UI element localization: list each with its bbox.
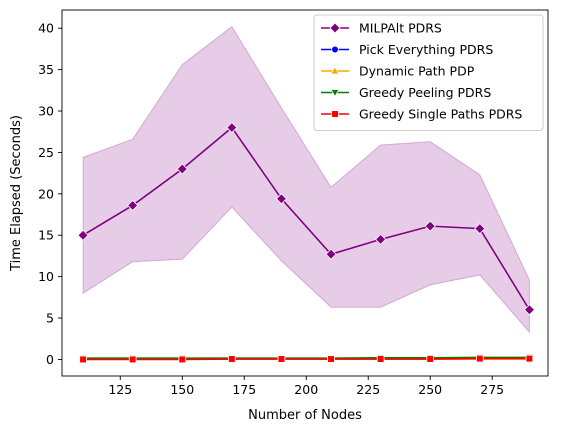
legend-box (313, 14, 544, 131)
milpalt-pdrs-point (523, 304, 535, 316)
greedy-single-paths-pdrs-point (277, 355, 286, 363)
milpalt-pdrs-point (474, 223, 486, 235)
x-axis-label: Number of Nodes (248, 408, 362, 423)
milpalt-pdrs-band (82, 25, 530, 334)
legend-label-greedy-single-paths-pdrs: Greedy Single Paths PDRS (359, 107, 522, 122)
milpalt-pdrs-point (77, 229, 89, 241)
confidence-bands (82, 25, 530, 334)
y-tick-label: 5 (46, 311, 54, 326)
milpalt-pdrs-point (375, 233, 387, 245)
x-tick-label: 225 (356, 382, 380, 397)
y-tick-label: 20 (38, 186, 54, 201)
y-tick-label: 40 (38, 21, 54, 36)
legend-marker-dynamic-path-pdp (330, 66, 340, 75)
greedy-peeling-pdrs-line (83, 356, 530, 359)
milpalt-pdrs-point (325, 248, 337, 260)
y-tick-label: 0 (46, 352, 54, 367)
legend-label-milpalt-pdrs: MILPAlt PDRS (359, 21, 442, 36)
legend-marker-greedy-single-paths-pdrs (331, 110, 339, 118)
x-tick-label: 275 (480, 382, 504, 397)
milpalt-pdrs-point (226, 122, 238, 134)
series-markers (77, 122, 535, 364)
y-tick-label: 15 (38, 228, 54, 243)
legend-marker-milpalt-pdrs (329, 22, 341, 34)
greedy-single-paths-pdrs-line (83, 357, 530, 361)
milpalt-pdrs-line (82, 126, 531, 311)
milpalt-pdrs-point (127, 199, 139, 211)
y-tick-label: 10 (38, 269, 54, 284)
greedy-single-paths-pdrs-point (228, 355, 236, 363)
plot-frame (61, 9, 549, 377)
greedy-single-paths-pdrs-point (525, 354, 534, 363)
milpalt-pdrs-point (275, 193, 288, 205)
greedy-single-paths-pdrs-point (376, 355, 385, 363)
x-tick-label: 125 (108, 382, 132, 397)
greedy-single-paths-pdrs-point (178, 355, 187, 364)
greedy-single-paths-pdrs-point (426, 355, 435, 363)
y-tick-label: 25 (38, 145, 54, 160)
milpalt-pdrs-point (176, 163, 188, 175)
x-axis-ticks: 125 150 175 200 225 250 275 (108, 376, 504, 397)
legend-marker-greedy-peeling-pdrs (330, 89, 340, 98)
greedy-single-paths-pdrs-point (128, 355, 137, 364)
greedy-single-paths-pdrs-point (476, 354, 484, 363)
legend-label-greedy-peeling-pdrs: Greedy Peeling PDRS (359, 85, 491, 100)
legend-marker-pick-everything-pdrs (331, 45, 339, 54)
greedy-single-paths-pdrs-point (327, 355, 335, 363)
x-tick-label: 200 (294, 382, 318, 397)
x-tick-label: 175 (232, 382, 256, 397)
y-axis-ticks: 0 5 10 15 20 25 30 35 40 (38, 21, 62, 367)
series-lines (82, 126, 531, 361)
legend-label-pick-everything-pdrs: Pick Everything PDRS (359, 42, 493, 57)
x-tick-label: 250 (418, 382, 442, 397)
y-tick-label: 35 (38, 62, 54, 77)
milpalt-pdrs-point (424, 220, 436, 232)
x-tick-label: 150 (170, 382, 194, 397)
greedy-single-paths-pdrs-point (79, 355, 87, 364)
legend: MILPAlt PDRS Pick Everything PDRS Dynamic … (313, 14, 544, 131)
y-axis-label: Time Elapsed (Seconds) (9, 115, 24, 272)
legend-label-dynamic-path-pdp: Dynamic Path PDP (359, 64, 475, 79)
y-tick-label: 30 (38, 104, 54, 119)
